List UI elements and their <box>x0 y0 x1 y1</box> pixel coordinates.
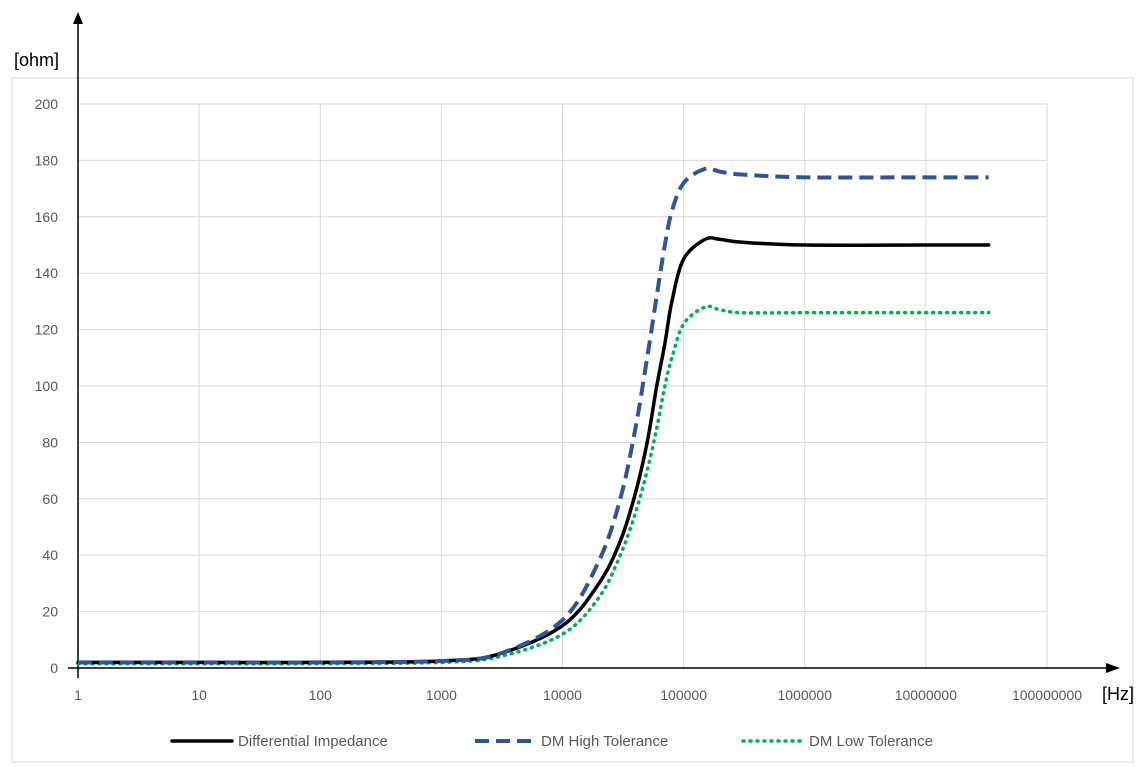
series-layer <box>76 166 991 666</box>
y-tick-label: 80 <box>42 434 58 450</box>
y-axis-arrow <box>73 12 83 24</box>
y-tick-label: 60 <box>42 491 58 507</box>
x-tick-label: 1 <box>74 687 82 703</box>
chart-frame <box>11 77 1134 763</box>
y-tick-label: 0 <box>50 660 58 676</box>
x-tick-label: 1000 <box>426 687 457 703</box>
y-tick-label: 140 <box>35 265 59 281</box>
x-tick-label: 100 <box>309 687 333 703</box>
y-tick-label: 160 <box>35 209 59 225</box>
axis-layer <box>68 12 1120 678</box>
legend-layer: Differential Impedance DM High Tolerance D… <box>170 733 933 750</box>
x-tick-label: 10000000 <box>895 687 958 703</box>
y-tick-label: 40 <box>42 547 58 563</box>
legend-label-differential-impedance: Differential Impedance <box>238 733 388 750</box>
x-axis-label: [Hz] <box>1102 684 1134 704</box>
legend-label-dm-high-tolerance: DM High Tolerance <box>541 733 668 750</box>
label-layer: 0 20 40 60 80 100 120 140 160 180 200 1 10 100 1000 100… <box>14 50 1134 704</box>
y-axis-label: [ohm] <box>14 50 59 70</box>
grid-layer <box>11 77 1134 763</box>
x-tick-label: 100000000 <box>1012 687 1082 703</box>
series-line-dm-high-tolerance <box>77 166 989 665</box>
y-tick-label: 180 <box>35 152 59 168</box>
y-tick-label: 200 <box>35 96 59 112</box>
x-tick-label: 1000000 <box>777 687 832 703</box>
x-tick-label: 10000 <box>543 687 582 703</box>
y-tick-label: 120 <box>35 322 59 338</box>
x-tick-label: 100000 <box>660 687 707 703</box>
x-axis-arrow <box>1106 663 1120 673</box>
y-tick-label: 20 <box>42 604 58 620</box>
x-tick-label: 10 <box>191 687 207 703</box>
legend-label-dm-low-tolerance: DM Low Tolerance <box>809 733 933 750</box>
y-tick-label: 100 <box>35 378 59 394</box>
